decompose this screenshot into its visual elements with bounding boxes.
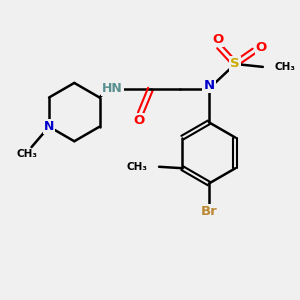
Text: CH₃: CH₃: [274, 62, 296, 72]
Text: Br: Br: [200, 205, 217, 218]
Text: O: O: [212, 33, 223, 46]
Text: N: N: [44, 120, 54, 133]
Text: S: S: [230, 58, 240, 70]
Text: N: N: [203, 79, 214, 92]
Text: O: O: [256, 41, 267, 54]
Text: HN: HN: [102, 82, 123, 95]
Text: CH₃: CH₃: [127, 162, 148, 172]
Text: O: O: [133, 114, 145, 127]
Text: CH₃: CH₃: [17, 149, 38, 159]
